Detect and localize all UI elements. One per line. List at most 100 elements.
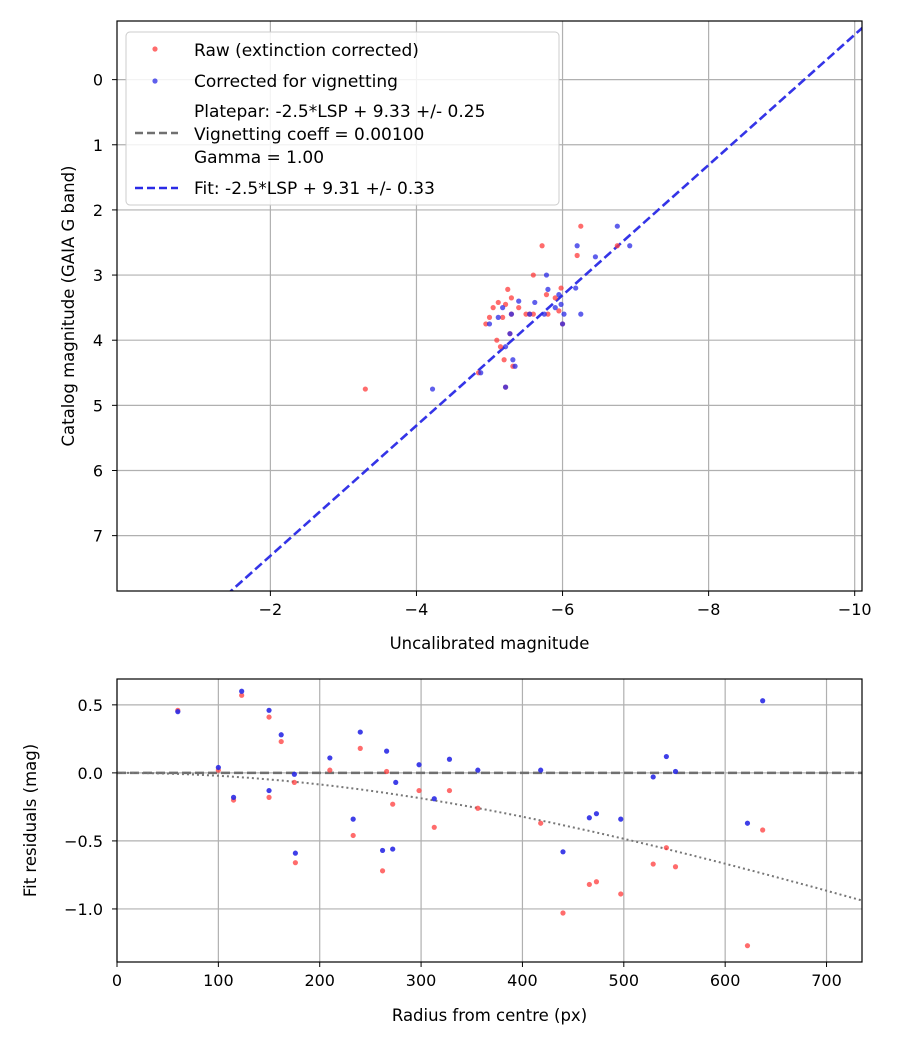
raw-point bbox=[362, 386, 368, 392]
corrected-point bbox=[502, 384, 509, 390]
raw-residual-point bbox=[650, 861, 656, 867]
raw-point bbox=[500, 314, 506, 320]
magnitude-scatter-plot: −2 −4 −6 −8 −10 0 1 2 3 4 5 6 7 Uncalibrated magnitud… bbox=[59, 20, 872, 653]
corrected-residual-point bbox=[446, 756, 453, 762]
raw-point bbox=[552, 295, 558, 301]
raw-residual-point bbox=[446, 787, 453, 794]
x-tick-label: 700 bbox=[811, 971, 842, 990]
y-tick-label: 0.0 bbox=[78, 764, 103, 783]
bottom-axes-frame bbox=[116, 678, 863, 963]
x-tick-label: −10 bbox=[838, 600, 872, 619]
x-tick-label: −2 bbox=[259, 600, 283, 619]
corrected-residual-point bbox=[431, 796, 437, 802]
corrected-point bbox=[559, 321, 566, 327]
x-tick-label: 400 bbox=[507, 971, 538, 990]
corrected-point bbox=[507, 331, 513, 337]
raw-point bbox=[530, 272, 536, 278]
corrected-residual-point bbox=[230, 794, 237, 800]
corrected-point bbox=[556, 292, 562, 298]
y-tick-label: 3 bbox=[93, 266, 103, 285]
corrected-residual-point bbox=[239, 688, 245, 694]
corrected-residual-point bbox=[266, 787, 272, 794]
raw-point bbox=[574, 252, 580, 259]
corrected-point bbox=[502, 344, 509, 350]
vignetting-curve bbox=[117, 771, 862, 902]
corrected-residual-point bbox=[390, 846, 396, 852]
corrected-point bbox=[512, 363, 518, 369]
x-tick-label: 500 bbox=[609, 971, 640, 990]
y-tick-label: 0.5 bbox=[78, 696, 103, 715]
raw-residual-point bbox=[760, 827, 766, 833]
legend-fit-label: Fit: -2.5*LSP + 9.31 +/- 0.33 bbox=[194, 179, 435, 199]
x-axis-label: Radius from centre (px) bbox=[392, 1006, 587, 1025]
raw-residual-point bbox=[357, 745, 363, 751]
x-axis-label: Uncalibrated magnitude bbox=[390, 634, 590, 653]
corrected-residual-point bbox=[379, 847, 386, 854]
raw-point bbox=[530, 311, 536, 317]
legend: Raw (extinction corrected) Corrected for … bbox=[125, 31, 560, 206]
top-data-layer bbox=[228, 26, 862, 591]
corrected-point bbox=[558, 301, 564, 307]
raw-residual-point bbox=[560, 910, 566, 916]
corrected-residual-point bbox=[393, 779, 399, 786]
y-tick-label: 4 bbox=[93, 331, 103, 350]
corrected-point bbox=[592, 254, 599, 260]
corrected-residual-point bbox=[744, 820, 751, 826]
corrected-residual-point bbox=[175, 709, 181, 715]
corrected-residual-point bbox=[760, 698, 766, 704]
raw-residual-point bbox=[379, 868, 386, 874]
raw-residual-point bbox=[239, 692, 245, 698]
corrected-residual-point bbox=[266, 707, 272, 713]
x-tick-label: 200 bbox=[304, 971, 335, 990]
raw-point bbox=[486, 314, 493, 320]
corrected-residual-point bbox=[292, 850, 298, 856]
raw-point bbox=[490, 305, 496, 311]
x-tick-label: −4 bbox=[405, 600, 429, 619]
legend-raw-marker bbox=[152, 46, 158, 52]
y-axis-label: Catalog magnitude (GAIA G band) bbox=[59, 166, 78, 447]
raw-point bbox=[483, 321, 489, 327]
raw-point bbox=[495, 299, 501, 306]
raw-residual-point bbox=[350, 832, 356, 839]
raw-point bbox=[497, 344, 504, 350]
x-tick-label: 300 bbox=[406, 971, 437, 990]
raw-residual-point bbox=[292, 860, 298, 866]
raw-residual-point bbox=[672, 864, 679, 870]
y-tick-label: 0 bbox=[93, 71, 103, 90]
corrected-residual-point bbox=[291, 771, 297, 777]
corrected-residual-point bbox=[357, 729, 363, 735]
legend-vignetting-label: Vignetting coeff = 0.00100 bbox=[194, 125, 424, 145]
corrected-point bbox=[527, 311, 533, 317]
corrected-residual-point bbox=[416, 762, 422, 768]
raw-residual-point bbox=[278, 738, 284, 745]
raw-residual-point bbox=[416, 787, 422, 794]
corrected-point bbox=[543, 272, 550, 278]
corrected-residual-point bbox=[475, 767, 481, 773]
corrected-point bbox=[627, 243, 633, 249]
y-tick-label: 2 bbox=[93, 201, 103, 220]
legend-corrected-label: Corrected for vignetting bbox=[194, 72, 398, 92]
raw-residual-point bbox=[390, 801, 396, 807]
legend-box bbox=[125, 31, 560, 206]
corrected-residual-point bbox=[560, 849, 566, 855]
corrected-point bbox=[573, 285, 579, 291]
raw-residual-point bbox=[266, 794, 272, 800]
y-tick-label: 5 bbox=[93, 396, 103, 415]
corrected-residual-point bbox=[663, 753, 669, 760]
x-tick-label: 600 bbox=[710, 971, 741, 990]
x-tick-label: −8 bbox=[697, 600, 721, 619]
corrected-residual-point bbox=[215, 764, 221, 771]
y-axis-label: Fit residuals (mag) bbox=[21, 744, 40, 897]
corrected-point bbox=[614, 223, 620, 229]
corrected-point bbox=[552, 305, 558, 311]
raw-residual-point bbox=[431, 824, 437, 830]
raw-residual-point bbox=[291, 779, 297, 786]
legend-platepar-label: Platepar: -2.5*LSP + 9.33 +/- 0.25 bbox=[194, 102, 485, 122]
corrected-residual-point bbox=[650, 774, 656, 780]
corrected-point bbox=[510, 357, 516, 363]
corrected-point bbox=[478, 370, 484, 376]
corrected-residual-point bbox=[327, 755, 333, 761]
raw-point bbox=[508, 295, 515, 301]
